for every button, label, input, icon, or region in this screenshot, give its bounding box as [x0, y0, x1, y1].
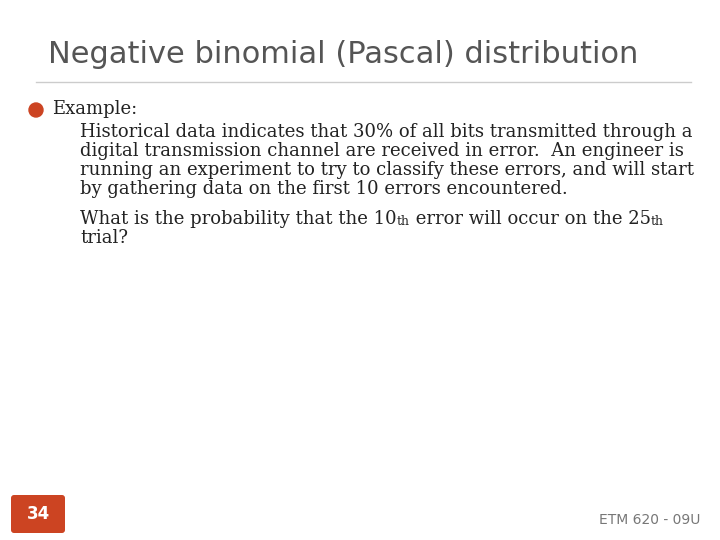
Text: ETM 620 - 09U: ETM 620 - 09U [598, 513, 700, 527]
Text: th: th [397, 215, 410, 228]
Text: th: th [651, 215, 664, 228]
Text: running an experiment to try to classify these errors, and will start: running an experiment to try to classify… [80, 161, 694, 179]
FancyBboxPatch shape [11, 495, 65, 533]
Text: Example:: Example: [52, 100, 138, 118]
Text: error will occur on the 25: error will occur on the 25 [410, 210, 651, 228]
Text: Negative binomial (Pascal) distribution: Negative binomial (Pascal) distribution [48, 40, 639, 69]
Text: What is the probability that the 10: What is the probability that the 10 [80, 210, 397, 228]
Text: by gathering data on the first 10 errors encountered.: by gathering data on the first 10 errors… [80, 180, 568, 198]
Circle shape [29, 103, 43, 117]
Text: trial?: trial? [80, 229, 128, 247]
Text: 34: 34 [27, 505, 50, 523]
Text: Historical data indicates that 30% of all bits transmitted through a: Historical data indicates that 30% of al… [80, 123, 693, 141]
Text: digital transmission channel are received in error.  An engineer is: digital transmission channel are receive… [80, 142, 684, 160]
